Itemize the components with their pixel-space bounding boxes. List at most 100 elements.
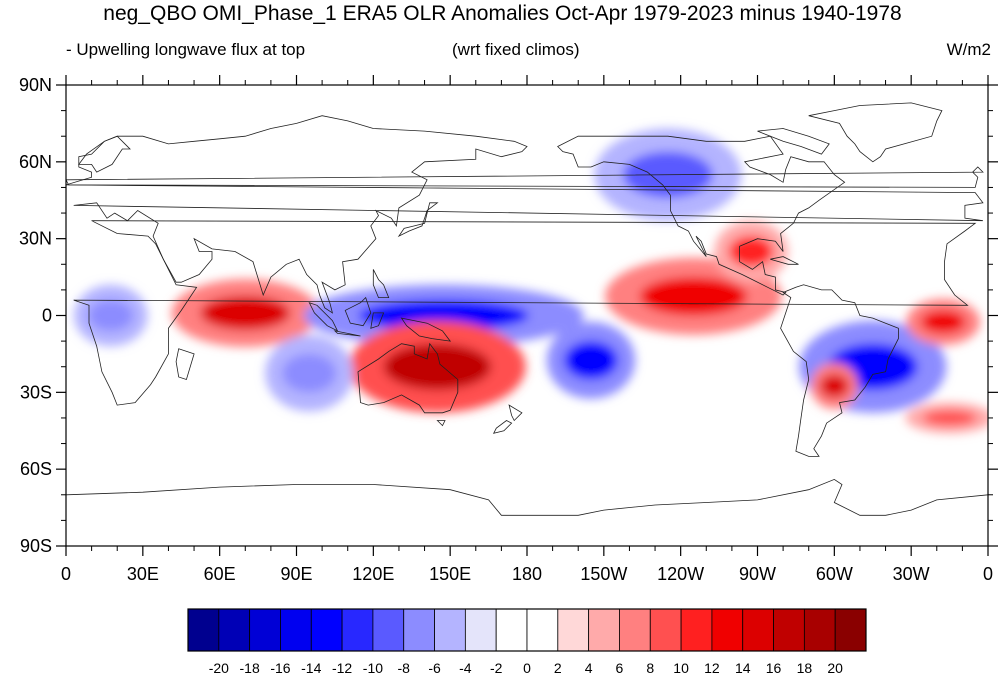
lon-tick-label-12: 0 xyxy=(983,564,993,584)
colorbar-label-7: -6 xyxy=(428,660,441,676)
lon-tick-label-6: 180 xyxy=(512,564,542,584)
lon-tick-label-10: 60W xyxy=(816,564,853,584)
coastline-cuba xyxy=(770,256,799,265)
colorbar-swatch-1 xyxy=(218,608,251,652)
colorbar-label-19: 18 xyxy=(797,660,813,676)
coastline-africa xyxy=(73,220,977,406)
lon-tick-label-7: 150W xyxy=(580,564,627,584)
colorbar-label-1: -18 xyxy=(240,660,260,676)
coastline-madagascar xyxy=(175,348,195,381)
lat-tick-label-1: 60N xyxy=(19,152,52,172)
anomaly-equatorial-atlantic-positive xyxy=(920,310,966,334)
colorbar-label-2: -16 xyxy=(270,660,290,676)
lat-tick-label-5: 60S xyxy=(20,459,52,479)
anomaly-tropical-indian-ocean-positive xyxy=(200,296,291,330)
colorbar-swatch-11 xyxy=(526,608,559,652)
colorbar-swatch-2 xyxy=(249,608,281,652)
coastline-antarctica xyxy=(66,478,988,516)
coastline-sulawesi xyxy=(370,312,385,329)
lon-tick-label-11: 30W xyxy=(893,564,930,584)
colorbar-swatch-16 xyxy=(680,608,713,652)
colorbar-label-17: 14 xyxy=(735,660,751,676)
lat-tick-label-4: 30S xyxy=(20,382,52,402)
lon-tick-label-2: 60E xyxy=(204,564,236,584)
page-title: neg_QBO OMI_Phase_1 ERA5 OLR Anomalies O… xyxy=(103,2,902,25)
colorbar-label-12: 4 xyxy=(585,660,593,676)
colorbar-swatch-0 xyxy=(187,608,220,652)
colorbar: -20 -18 -16 -14 -12 -10 -8 -6 -4 -2 0 2 4 6 8 10 12 14 16 1… xyxy=(187,608,867,676)
colorbar-swatch-10 xyxy=(495,608,528,652)
colorbar-label-10: 0 xyxy=(523,660,531,676)
colorbar-label-8: -4 xyxy=(459,660,472,676)
colorbar-swatch-21 xyxy=(834,608,867,652)
colorbar-label-15: 10 xyxy=(673,660,689,676)
colorbar-label-3: -14 xyxy=(301,660,321,676)
colorbar-label-11: 2 xyxy=(554,660,562,676)
coastline-new-zealand-north xyxy=(508,404,523,422)
lon-tick-label-9: 90W xyxy=(739,564,776,584)
colorbar-swatch-6 xyxy=(372,608,405,652)
lon-tick-label-1: 30E xyxy=(127,564,159,584)
anomaly-northern-australia-positive xyxy=(383,343,492,390)
coastline-tasmania xyxy=(436,420,446,427)
coastline-greenland xyxy=(808,102,943,163)
colorbar-swatch-19 xyxy=(773,608,805,652)
lat-tick-label-2: 30N xyxy=(19,229,52,249)
lat-tick-label-3: 0 xyxy=(42,306,52,326)
axis-ticks: 90N 60N 30N 0 30S 60S 90S 0 30E 60E 90E 120E 150E 180… xyxy=(19,75,998,584)
coastline-south-america xyxy=(780,284,899,457)
colorbar-label-4: -12 xyxy=(332,660,352,676)
coastline-scandinavia-fill xyxy=(78,135,131,173)
coastline-new-guinea xyxy=(400,317,452,342)
colorbar-label-20: 20 xyxy=(827,660,843,676)
lon-tick-label-4: 120E xyxy=(352,564,394,584)
coastline-north-america xyxy=(557,135,846,296)
lon-tick-label-0: 0 xyxy=(61,564,71,584)
anomaly-south-indian-ocean-negative xyxy=(282,353,337,393)
units-label: W/m2 xyxy=(946,40,991,59)
colorbar-label-6: -8 xyxy=(398,660,411,676)
subtitle-variable: - Upwelling longwave flux at top xyxy=(66,40,306,59)
anomaly-south-pacific-negative xyxy=(564,341,618,380)
colorbar-swatch-13 xyxy=(588,608,620,652)
colorbar-label-13: 6 xyxy=(616,660,624,676)
colorbar-swatch-14 xyxy=(619,608,651,652)
lat-tick-label-0: 90N xyxy=(19,75,52,95)
colorbar-swatch-9 xyxy=(464,608,497,652)
coastline-borneo xyxy=(344,296,372,327)
coastlines xyxy=(66,102,988,516)
colorbar-swatch-3 xyxy=(280,608,312,652)
lon-tick-label-5: 150E xyxy=(429,564,471,584)
colorbar-swatch-5 xyxy=(341,608,374,652)
anomaly-maritime-continent-west-pacific-negative xyxy=(358,300,529,331)
lon-tick-label-8: 120W xyxy=(657,564,704,584)
colorbar-label-0: -20 xyxy=(209,660,229,676)
coastline-new-zealand-south xyxy=(492,420,513,434)
coastline-britain xyxy=(66,166,984,188)
lon-tick-label-3: 90E xyxy=(280,564,312,584)
coastline-baffin xyxy=(757,128,830,155)
coastline-australia xyxy=(357,342,459,414)
lat-tick-label-6: 90S xyxy=(20,536,52,556)
colorbar-swatch-8 xyxy=(434,608,466,652)
colorbar-label-16: 12 xyxy=(704,660,720,676)
coastline-japan xyxy=(397,202,439,238)
anomaly-mexico-gulf-positive xyxy=(728,236,774,267)
subtitle-climatology: (wrt fixed climos) xyxy=(452,40,580,59)
colorbar-label-5: -10 xyxy=(363,660,383,676)
colorbar-frame xyxy=(187,608,867,652)
colorbar-swatch-4 xyxy=(310,608,343,652)
colorbar-label-14: 8 xyxy=(646,660,654,676)
anomaly-southwest-atlantic-positive xyxy=(922,410,977,426)
coastline-eurasia xyxy=(66,115,984,314)
colorbar-swatch-20 xyxy=(803,608,836,652)
colorbar-swatch-12 xyxy=(557,608,590,652)
colorbar-swatch-17 xyxy=(711,608,744,652)
coastline-java xyxy=(333,330,361,337)
colorbar-swatch-7 xyxy=(403,608,435,652)
colorbar-label-18: 16 xyxy=(766,660,782,676)
anomaly-field xyxy=(74,128,988,434)
colorbar-swatch-18 xyxy=(742,608,774,652)
colorbar-swatch-15 xyxy=(649,608,682,652)
